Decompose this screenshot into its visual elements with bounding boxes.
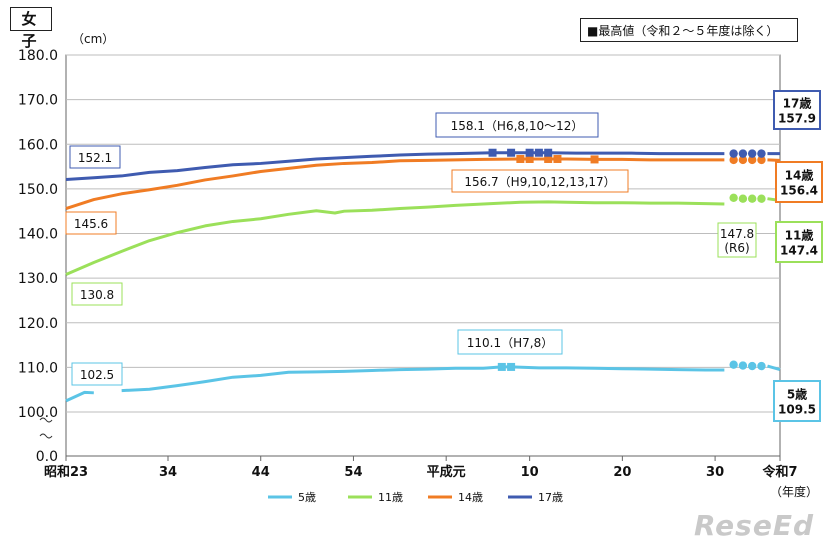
y-tick-label: 170.0 — [18, 93, 58, 109]
y-tick-label: 100.0 — [18, 405, 58, 421]
end-label-11-box — [775, 221, 823, 263]
recent-point-11歳 — [747, 194, 757, 203]
y-tick-label: 160.0 — [18, 137, 58, 153]
legend-label: 5歳 — [298, 491, 316, 504]
end-label-5: 109.5 — [778, 403, 816, 417]
end-label-14: 14歳 — [785, 168, 814, 183]
max-point-17歳 — [544, 148, 553, 157]
x-tick-label: 30 — [706, 465, 724, 480]
recent-point-14歳 — [738, 155, 748, 165]
max-label-14: 156.7（H9,10,12,13,17） — [464, 175, 615, 189]
end-label-11: 147.4 — [780, 244, 818, 258]
recent-point-5歳 — [747, 361, 757, 371]
x-tick-label: 令和7 — [762, 464, 797, 480]
max-label-5: 110.1（H7,8） — [467, 336, 553, 350]
axis-break-mark — [39, 417, 53, 423]
max-value-note: ■最高値（令和２～５年度は除く） — [580, 18, 798, 42]
series-line-5歳 — [121, 365, 725, 393]
max-point-17歳 — [534, 148, 543, 157]
end-label-11: 11歳 — [785, 228, 814, 243]
start-label-5: 102.5 — [80, 368, 114, 382]
max-point-14歳 — [590, 155, 599, 164]
recent-label-11: 147.8 — [720, 227, 754, 241]
axis-break-mark — [39, 433, 53, 439]
end-label-17: 157.9 — [778, 112, 816, 126]
max-point-14歳 — [553, 154, 562, 163]
start-label-5-box — [71, 362, 123, 386]
max-point-14歳 — [525, 154, 534, 163]
recent-point-11歳 — [757, 194, 766, 203]
y-axis-unit: （cm） — [72, 32, 114, 46]
end-label-5: 5歳 — [787, 387, 807, 402]
start-label-17-box — [69, 145, 121, 169]
start-label-14-box — [65, 211, 117, 235]
recent-point-5歳 — [738, 361, 748, 370]
series-line-14歳 — [65, 157, 725, 210]
series-line-5歳 — [65, 390, 94, 403]
x-tick-label: 平成元 — [427, 464, 466, 480]
y-tick-label: 150.0 — [18, 182, 58, 198]
x-tick-label: 昭和23 — [44, 464, 88, 480]
x-axis-unit: （年度） — [770, 484, 818, 499]
y-tick-label: 130.0 — [18, 271, 58, 287]
y-tick-label: 110.0 — [18, 360, 58, 376]
x-tick-label: 10 — [521, 465, 539, 480]
chart-title: 女 子 — [10, 7, 56, 50]
legend-label: 17歳 — [538, 491, 563, 504]
max-point-17歳 — [507, 148, 516, 157]
max-point-14歳 — [516, 154, 525, 163]
y-tick-label: 120.0 — [18, 316, 58, 332]
start-label-17: 152.1 — [78, 151, 112, 165]
legend-label: 14歳 — [458, 491, 483, 504]
recent-point-5歳 — [757, 361, 766, 371]
recent-point-17歳 — [729, 149, 738, 158]
legend-label: 11歳 — [378, 491, 403, 504]
max-point-17歳 — [488, 148, 497, 157]
recent-point-11歳 — [738, 194, 748, 203]
recent-point-17歳 — [738, 149, 748, 158]
end-label-17: 17歳 — [783, 96, 812, 111]
recent-point-17歳 — [747, 149, 757, 158]
y-tick-label: 0.0 — [36, 449, 58, 465]
end-label-5-box — [773, 380, 821, 422]
max-point-5歳 — [497, 362, 506, 371]
recent-point-14歳 — [757, 155, 766, 165]
recent-point-14歳 — [747, 155, 757, 165]
start-label-11: 130.8 — [80, 288, 114, 302]
y-tick-label: 140.0 — [18, 227, 58, 243]
series-line-17歳 — [65, 151, 725, 182]
recent-point-14歳 — [729, 155, 738, 165]
latest-segment-5歳 — [767, 364, 781, 372]
end-label-14: 156.4 — [780, 184, 818, 198]
watermark-logo: ReseEd — [694, 509, 814, 542]
plot-frame — [65, 54, 781, 457]
max-label-17-box — [435, 112, 599, 138]
recent-point-5歳 — [729, 360, 738, 369]
max-point-5歳 — [507, 362, 516, 371]
x-tick-label: 34 — [159, 465, 177, 480]
recent-label-11: (R6) — [724, 241, 749, 255]
end-label-14-box — [775, 161, 823, 203]
start-label-11-box — [71, 282, 123, 306]
y-tick-label: 180.0 — [18, 48, 58, 64]
x-tick-label: 44 — [252, 465, 270, 480]
max-label-5-box — [457, 329, 563, 355]
max-point-14歳 — [544, 154, 553, 163]
max-label-14-box — [451, 169, 629, 193]
series-line-11歳 — [65, 200, 725, 276]
max-point-17歳 — [525, 148, 534, 157]
start-label-14: 145.6 — [74, 217, 108, 231]
max-label-17: 158.1（H6,8,10～12） — [451, 119, 584, 133]
end-label-17-box — [773, 90, 821, 130]
x-tick-label: 20 — [613, 465, 631, 480]
x-tick-label: 54 — [344, 465, 362, 480]
recent-label-11-box — [717, 222, 757, 258]
recent-point-11歳 — [729, 193, 738, 202]
recent-point-17歳 — [757, 149, 766, 158]
